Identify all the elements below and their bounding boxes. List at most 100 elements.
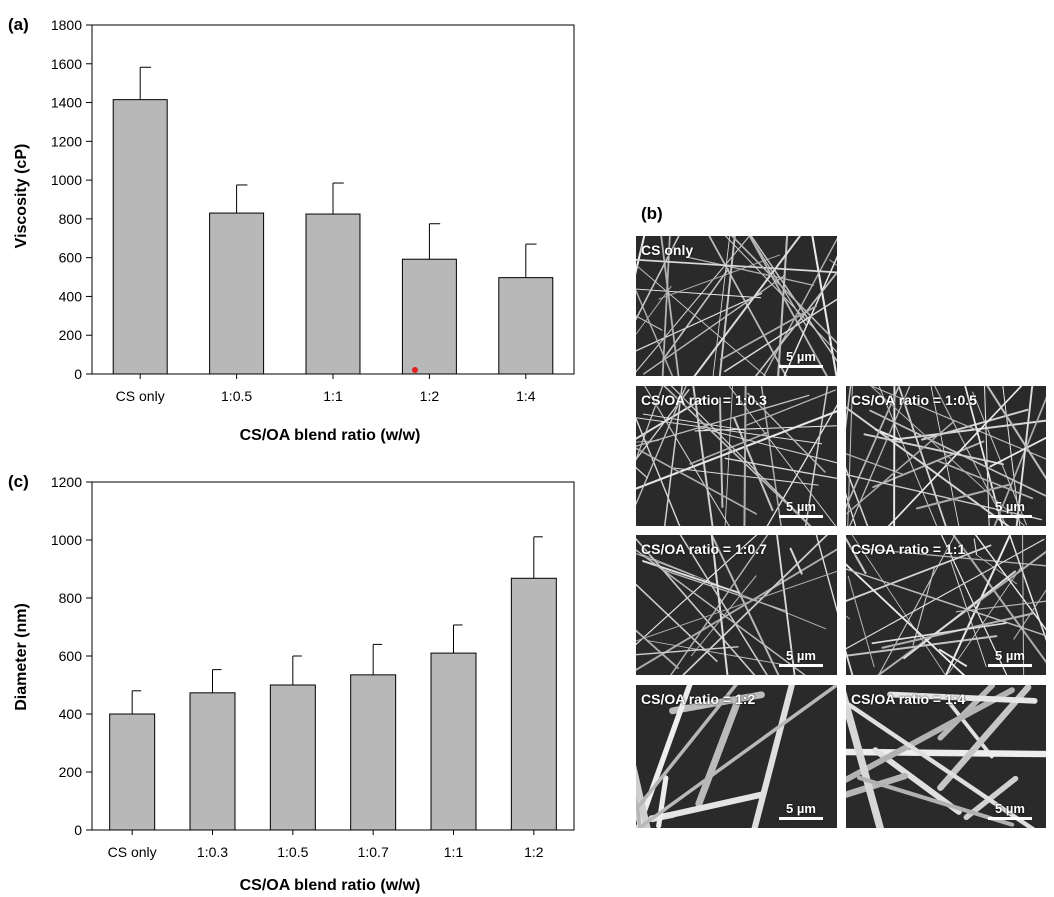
bar-1-0-5	[269, 684, 316, 831]
scale-bar-line	[988, 817, 1032, 820]
y-tick-label: 1000	[51, 172, 82, 188]
scale-bar-label: 5 µm	[995, 801, 1025, 816]
fiber	[643, 274, 786, 375]
y-tick-label: 800	[59, 590, 83, 606]
scale-bar: 5 µm	[779, 802, 823, 820]
fiber	[754, 271, 837, 376]
sem-image-title: CS/OA ratio = 1:4	[851, 691, 966, 707]
y-tick-label: 0	[74, 822, 82, 838]
scale-bar: 5 µm	[779, 649, 823, 667]
fiber	[1013, 589, 1046, 640]
y-tick-label: 800	[59, 211, 83, 227]
fiber	[846, 386, 900, 509]
fiber	[829, 259, 837, 267]
bar-1-1	[430, 652, 477, 831]
y-tick-label: 1400	[51, 95, 82, 111]
fiber	[746, 389, 836, 426]
fiber	[944, 535, 1012, 675]
x-tick-label: 1:0.5	[221, 388, 252, 404]
fiber	[662, 268, 730, 361]
fiber	[878, 535, 956, 675]
fiber-texture	[846, 386, 1046, 526]
y-tick-label: 1800	[51, 17, 82, 33]
fiber	[663, 386, 812, 526]
fiber	[948, 701, 994, 759]
bar-1-0-5	[209, 212, 265, 375]
fiber	[644, 386, 730, 526]
fiber	[636, 258, 837, 274]
x-tick-label: 1:1	[444, 844, 464, 860]
fiber	[937, 460, 1034, 500]
fiber	[636, 548, 837, 671]
scale-bar: 5 µm	[988, 802, 1032, 820]
fiber	[846, 492, 857, 526]
fiber	[964, 386, 1004, 526]
fiber	[670, 386, 812, 526]
fiber	[636, 629, 679, 669]
fiber	[730, 236, 837, 344]
fiber	[950, 560, 987, 667]
fiber	[743, 386, 747, 526]
fiber	[846, 466, 869, 526]
sem-image-title: CS/OA ratio = 1:0.3	[641, 392, 767, 408]
scale-bar-label: 5 µm	[786, 801, 816, 816]
y-tick-label: 0	[74, 366, 82, 382]
scale-bar-label: 5 µm	[995, 648, 1025, 663]
scale-bar-line	[779, 664, 823, 667]
fiber	[897, 386, 947, 526]
sem-image-title: CS/OA ratio = 1:0.7	[641, 541, 767, 557]
bar-1-2	[510, 577, 557, 831]
fiber	[846, 473, 1042, 521]
scale-bar: 5 µm	[988, 649, 1032, 667]
fiber	[846, 453, 904, 475]
fiber	[636, 288, 762, 299]
fiber	[1022, 535, 1025, 675]
scale-bar-line	[988, 515, 1032, 518]
fiber	[948, 566, 1022, 674]
x-tick-label: 1:2	[420, 388, 440, 404]
fiber	[750, 236, 837, 363]
fiber	[649, 791, 765, 823]
scale-bar-label: 5 µm	[786, 648, 816, 663]
fiber	[846, 563, 966, 675]
fiber	[916, 483, 1011, 510]
fiber	[989, 436, 1046, 468]
x-tick-label: CS only	[116, 388, 165, 404]
bar-1-1	[305, 213, 361, 375]
fiber	[661, 568, 787, 612]
sem-image-5: CS/OA ratio = 1:1 5 µm	[846, 535, 1046, 675]
fiber	[636, 236, 646, 276]
panel-b-label: (b)	[641, 204, 663, 223]
sem-image-6: CS/OA ratio = 1:2 5 µm	[636, 685, 837, 828]
fiber	[870, 386, 1026, 526]
y-tick-label: 200	[59, 327, 83, 343]
scale-bar-line	[779, 817, 823, 820]
fiber	[876, 550, 1046, 675]
fiber	[983, 386, 990, 526]
fiber	[846, 538, 1045, 650]
scale-bar-label: 5 µm	[786, 499, 816, 514]
fiber-texture	[636, 535, 837, 675]
fiber	[692, 386, 714, 526]
sem-image-title: CS/OA ratio = 1:2	[641, 691, 756, 707]
fiber	[955, 600, 1046, 613]
sem-image-title: CS only	[641, 242, 694, 258]
fiber	[846, 386, 852, 430]
fiber	[636, 285, 672, 335]
red-dot-marker	[412, 367, 418, 373]
fiber	[636, 397, 705, 440]
bar-1-0-7	[350, 674, 397, 831]
scale-bar: 5 µm	[988, 500, 1032, 518]
scale-bar: 5 µm	[779, 500, 823, 518]
fiber	[719, 305, 817, 361]
fiber	[636, 552, 696, 577]
sem-image-3: CS/OA ratio = 1:0.5 5 µm	[846, 386, 1046, 526]
fiber	[846, 649, 854, 675]
fiber	[688, 256, 814, 286]
fiber	[636, 764, 651, 828]
fiber	[724, 236, 837, 353]
fiber	[656, 775, 669, 828]
fiber	[636, 394, 810, 447]
fiber	[937, 685, 1032, 791]
fiber	[636, 583, 718, 662]
